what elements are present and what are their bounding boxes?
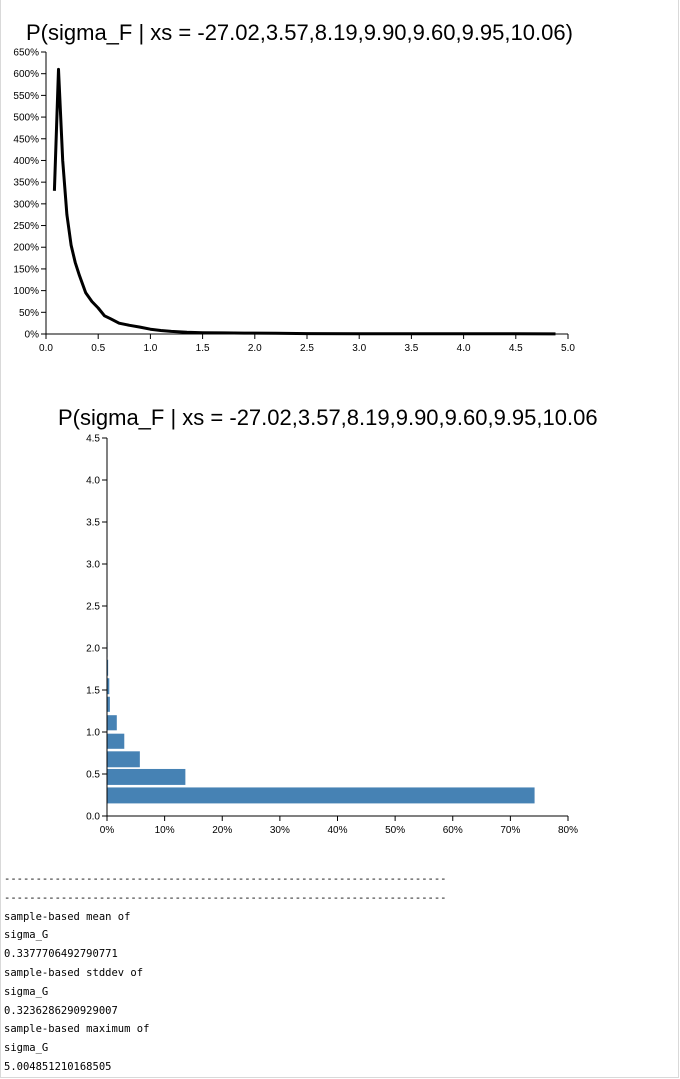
histogram-bar <box>107 733 125 749</box>
histogram-bar <box>107 751 140 768</box>
x-tick-label: 0% <box>100 825 115 836</box>
line-chart: 0.0 0.5 1.0 1.5 2.0 2.5 3.0 3.5 4.0 4.5 5.0 0% 50% 10… <box>13 48 575 355</box>
x-tick-label: 50% <box>385 825 405 836</box>
y-tick-label: 2.0 <box>86 644 100 655</box>
divider-line: ----------------------------------------… <box>4 891 447 904</box>
y-tick-label: 250% <box>13 221 39 232</box>
x-tick-label: 30% <box>270 825 290 836</box>
y-tick-label: 4.5 <box>86 434 100 445</box>
histogram-bar <box>107 678 110 695</box>
y-tick-label: 350% <box>13 178 39 189</box>
y-tick-label: 3.5 <box>86 518 100 529</box>
x-tick-label: 0.0 <box>39 343 53 354</box>
y-tick-label: 0% <box>25 330 40 341</box>
x-tick-label: 60% <box>443 825 463 836</box>
max-label: sample-based maximum of <box>4 1023 150 1036</box>
x-tick-label: 5.0 <box>561 343 575 354</box>
mean-value: 0.3377706492790771 <box>4 948 118 961</box>
x-tick-label: 80% <box>558 825 578 836</box>
x-tick-label: 2.5 <box>300 343 314 354</box>
y-tick-label: 1.5 <box>86 686 100 697</box>
histogram-bar <box>107 659 109 676</box>
max-variable: sigma_G <box>4 1042 49 1055</box>
y-tick-label: 3.0 <box>86 560 100 571</box>
mean-variable: sigma_G <box>4 929 49 942</box>
y-tick-label: 650% <box>13 48 39 59</box>
x-tick-label: 3.5 <box>404 343 418 354</box>
y-tick-label: 300% <box>13 199 39 210</box>
histogram-bar <box>107 768 186 785</box>
y-tick-label: 4.0 <box>86 476 100 487</box>
histogram-bar <box>107 696 110 712</box>
stats-output: ----------------------------------------… <box>4 870 447 1077</box>
stddev-value: 0.3236286290929007 <box>4 1004 118 1017</box>
x-tick-label: 0.5 <box>91 343 105 354</box>
x-tick-label: 70% <box>500 825 520 836</box>
y-tick-label: 400% <box>13 156 39 167</box>
x-tick-label: 20% <box>212 825 232 836</box>
y-tick-label: 450% <box>13 134 39 145</box>
max-value: 5.004851210168505 <box>4 1060 112 1073</box>
mean-label: sample-based mean of <box>4 910 131 923</box>
x-tick-label: 4.5 <box>509 343 523 354</box>
histogram-bar <box>107 715 117 731</box>
y-tick-label: 0.0 <box>86 812 100 823</box>
histogram-title: P(sigma_F | xs = -27.02,3.57,8.19,9.90,9… <box>58 405 598 430</box>
histogram-chart: 0% 10% 20% 30% 40% 50% 60% 70% 80% 0.0 0.5 1.0 1.5 2.… <box>86 434 578 837</box>
y-tick-label: 550% <box>13 91 39 102</box>
stddev-variable: sigma_G <box>4 985 49 998</box>
y-tick-label: 150% <box>13 264 39 275</box>
x-tick-label: 40% <box>327 825 347 836</box>
series-line <box>52 67 556 336</box>
y-tick-label: 1.0 <box>86 728 100 739</box>
y-tick-label: 600% <box>13 69 39 80</box>
y-tick-label: 50% <box>19 308 39 319</box>
y-tick-label: 0.5 <box>86 770 100 781</box>
x-tick-label: 3.0 <box>352 343 366 354</box>
y-tick-label: 2.5 <box>86 602 100 613</box>
stddev-label: sample-based stddev of <box>4 966 144 979</box>
line-chart-title: P(sigma_F | xs = -27.02,3.57,8.19,9.90,9… <box>26 20 573 45</box>
x-tick-label: 1.5 <box>196 343 210 354</box>
histogram-bar <box>107 787 535 804</box>
x-tick-label: 10% <box>155 825 175 836</box>
y-tick-label: 200% <box>13 243 39 254</box>
divider-line: ----------------------------------------… <box>4 873 447 885</box>
x-tick-label: 1.0 <box>143 343 157 354</box>
x-tick-label: 2.0 <box>248 343 262 354</box>
y-tick-label: 100% <box>13 286 39 297</box>
axes <box>41 51 569 339</box>
axes <box>102 437 569 821</box>
x-tick-label: 4.0 <box>457 343 471 354</box>
y-tick-label: 500% <box>13 113 39 124</box>
